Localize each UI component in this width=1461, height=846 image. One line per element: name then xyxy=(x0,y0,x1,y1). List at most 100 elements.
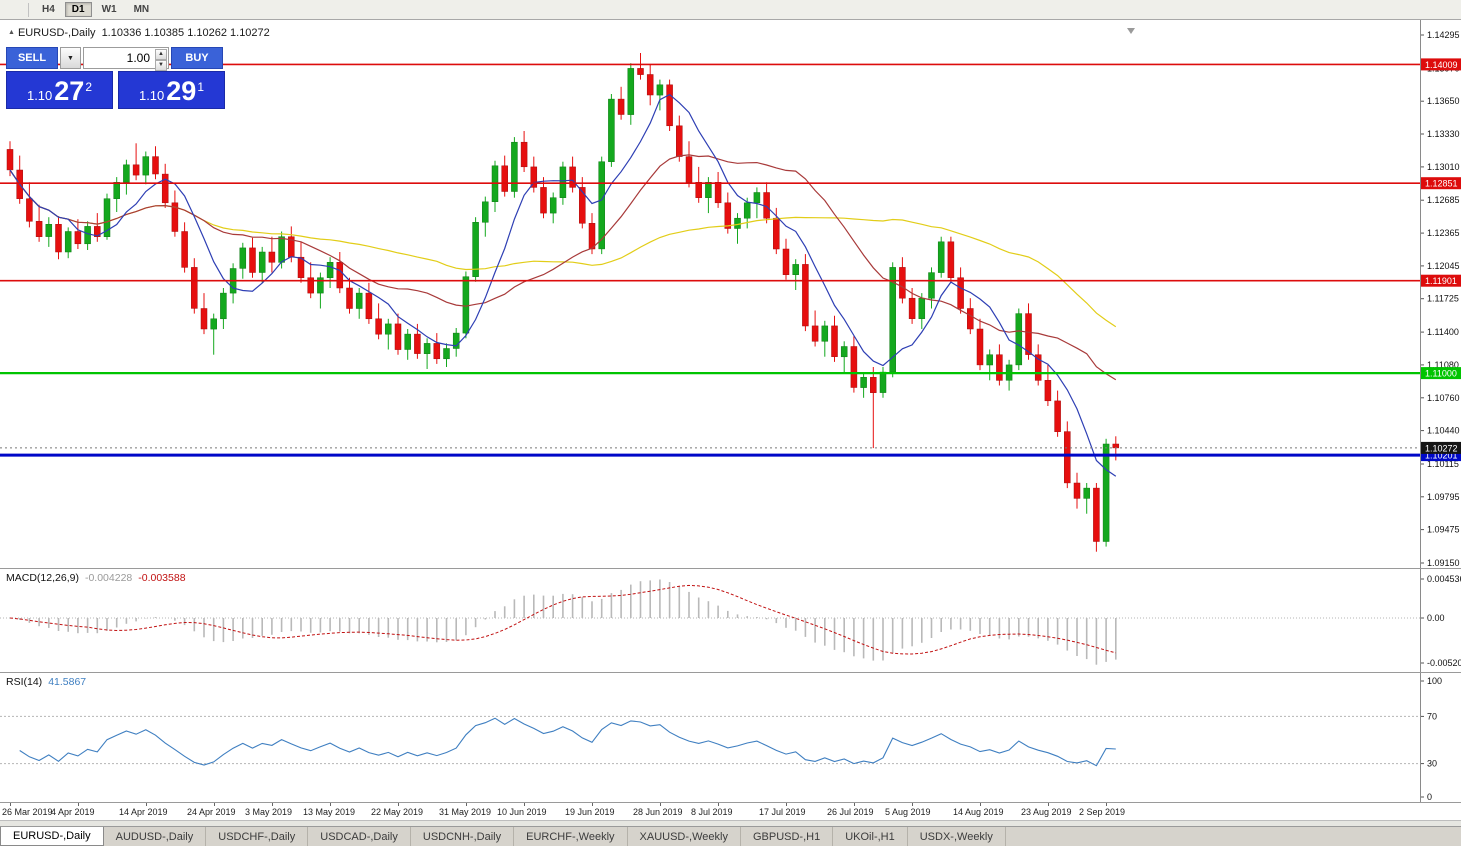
svg-text:1.13330: 1.13330 xyxy=(1427,129,1460,139)
time-axis-label: 31 May 2019 xyxy=(439,807,492,817)
time-axis-label: 3 May 2019 xyxy=(245,807,293,817)
svg-text:1.11000: 1.11000 xyxy=(1425,369,1457,379)
macd-main-value: -0.004228 xyxy=(84,572,133,584)
trade-prices-row: 1.10 27 2 1.10 29 1 xyxy=(6,71,225,109)
bid-big-digits: 27 xyxy=(54,76,85,106)
svg-text:1.10201: 1.10201 xyxy=(1425,451,1458,461)
volume-input[interactable] xyxy=(84,48,154,68)
svg-text:0.004536: 0.004536 xyxy=(1427,574,1461,584)
svg-text:100: 100 xyxy=(1427,676,1442,686)
timeframe-toolbar: H4 D1 W1 MN xyxy=(0,0,1461,20)
candlestick-chart[interactable]: 1.142951.139701.136501.133301.130101.126… xyxy=(0,20,1461,568)
macd-panel[interactable]: 0.004536 0.00 -0.0052050 MACD(12,26,9) -0.0… xyxy=(0,568,1461,672)
chart-shift-marker-icon[interactable] xyxy=(1127,28,1135,34)
macd-chart: 0.004536 0.00 -0.0052050 xyxy=(0,569,1461,672)
time-axis-label: 24 Apr 2019 xyxy=(187,807,236,817)
time-axis-label: 14 Apr 2019 xyxy=(119,807,168,817)
time-axis-label: 28 Jun 2019 xyxy=(633,807,683,817)
chart-tab[interactable]: EURCHF-,Weekly xyxy=(514,827,628,846)
chart-tab[interactable]: XAUUSD-,Weekly xyxy=(628,827,741,846)
chart-window: 1.142951.139701.136501.133301.130101.126… xyxy=(0,20,1461,826)
macd-title: MACD(12,26,9) xyxy=(6,572,79,584)
trade-controls-row: SELL ▼ ▲ ▼ BUY xyxy=(6,47,225,71)
rsi-title: RSI(14) xyxy=(6,676,43,688)
svg-text:1.12365: 1.12365 xyxy=(1427,228,1460,238)
buy-button[interactable]: BUY xyxy=(171,47,223,69)
time-axis-tick xyxy=(980,803,981,806)
macd-signal-value: -0.003588 xyxy=(138,572,186,584)
time-axis-tick xyxy=(146,803,147,806)
chart-tab[interactable]: AUDUSD-,Daily xyxy=(104,827,207,846)
time-axis-label: 8 Jul 2019 xyxy=(691,807,733,817)
time-axis-tick xyxy=(330,803,331,806)
chart-title: ▲ EURUSD-,Daily 1.10336 1.10385 1.10262 1.… xyxy=(8,27,270,39)
ask-pipette: 1 xyxy=(197,80,205,94)
svg-text:1.09150: 1.09150 xyxy=(1427,558,1460,568)
timeframe-button-h4[interactable]: H4 xyxy=(35,2,62,17)
price-chart-panel[interactable]: 1.142951.139701.136501.133301.130101.126… xyxy=(0,20,1461,568)
rsi-value: 41.5867 xyxy=(48,676,87,688)
time-axis-tick xyxy=(592,803,593,806)
svg-text:1.12851: 1.12851 xyxy=(1425,179,1458,189)
volume-spinner: ▲ ▼ xyxy=(155,49,167,71)
volume-increase-button[interactable]: ▲ xyxy=(155,49,167,60)
timeframe-button-w1[interactable]: W1 xyxy=(95,2,124,17)
time-axis[interactable]: 26 Mar 2019 4 Apr 2019 14 Apr 2019 24 Apr 2… xyxy=(0,802,1461,820)
chart-tab[interactable]: EURUSD-,Daily xyxy=(0,827,104,846)
time-axis-tick xyxy=(912,803,913,806)
svg-text:1.10760: 1.10760 xyxy=(1427,393,1460,403)
time-axis-label: 23 Aug 2019 xyxy=(1021,807,1072,817)
svg-text:1.11080: 1.11080 xyxy=(1427,360,1459,370)
chart-tab[interactable]: GBPUSD-,H1 xyxy=(741,827,834,846)
rsi-panel[interactable]: 100 70 30 0 RSI(14) 41.5867 xyxy=(0,672,1461,802)
toolbar-separator xyxy=(28,2,29,17)
time-axis-tick xyxy=(466,803,467,806)
sell-button[interactable]: SELL xyxy=(6,47,58,69)
ask-price-button[interactable]: 1.10 29 1 xyxy=(118,71,225,109)
time-axis-tick xyxy=(10,803,11,806)
svg-text:1.13650: 1.13650 xyxy=(1427,96,1460,106)
time-axis-label: 19 Jun 2019 xyxy=(565,807,615,817)
timeframe-button-mn[interactable]: MN xyxy=(127,2,157,17)
chevron-down-icon: ▼ xyxy=(67,54,74,62)
ask-big-digits: 29 xyxy=(166,76,197,106)
svg-text:-0.0052050: -0.0052050 xyxy=(1427,658,1461,668)
svg-text:1.12045: 1.12045 xyxy=(1427,261,1460,271)
volume-field-wrap: ▲ ▼ xyxy=(83,47,169,71)
svg-text:1.14295: 1.14295 xyxy=(1427,30,1460,40)
chart-tab[interactable]: USDX-,Weekly xyxy=(908,827,1006,846)
svg-text:1.11400: 1.11400 xyxy=(1427,327,1459,337)
rsi-header: RSI(14) 41.5867 xyxy=(6,676,86,688)
time-axis-tick xyxy=(1048,803,1049,806)
macd-header: MACD(12,26,9) -0.004228 -0.003588 xyxy=(6,572,186,584)
volume-dropdown[interactable]: ▼ xyxy=(60,47,81,69)
chart-tab[interactable]: USDCHF-,Daily xyxy=(206,827,309,846)
timeframe-buttons: H4 D1 W1 MN xyxy=(35,2,156,17)
timeframe-button-d1[interactable]: D1 xyxy=(64,2,92,17)
svg-text:1.11901: 1.11901 xyxy=(1425,276,1457,286)
svg-text:1.11725: 1.11725 xyxy=(1427,294,1459,304)
time-axis-tick xyxy=(214,803,215,806)
bid-prefix: 1.10 xyxy=(26,88,53,103)
time-axis-label: 5 Aug 2019 xyxy=(885,807,931,817)
symbol-marker-icon: ▲ xyxy=(8,29,15,36)
time-axis-label: 22 May 2019 xyxy=(371,807,424,817)
svg-text:30: 30 xyxy=(1427,759,1437,769)
svg-text:1.10272: 1.10272 xyxy=(1425,443,1458,453)
svg-text:1.12685: 1.12685 xyxy=(1427,195,1460,205)
chart-tab[interactable]: USDCNH-,Daily xyxy=(411,827,515,846)
chart-tab[interactable]: USDCAD-,Daily xyxy=(308,827,411,846)
time-axis-tick xyxy=(398,803,399,806)
svg-text:0: 0 xyxy=(1427,792,1432,802)
time-axis-tick xyxy=(718,803,719,806)
chart-tabs-bar: EURUSD-,Daily AUDUSD-,Daily USDCHF-,Daily U… xyxy=(0,826,1461,846)
one-click-trading-panel: SELL ▼ ▲ ▼ BUY 1.10272 xyxy=(6,47,225,109)
time-axis-label: 4 Apr 2019 xyxy=(51,807,95,817)
svg-text:1.14009: 1.14009 xyxy=(1425,60,1458,70)
bid-price-button[interactable]: 1.10 27 2 xyxy=(6,71,113,109)
volume-decrease-button[interactable]: ▼ xyxy=(155,60,167,71)
chart-tab[interactable]: UKOil-,H1 xyxy=(833,827,908,846)
time-axis-label: 17 Jul 2019 xyxy=(759,807,806,817)
ask-prefix: 1.10 xyxy=(138,88,165,103)
